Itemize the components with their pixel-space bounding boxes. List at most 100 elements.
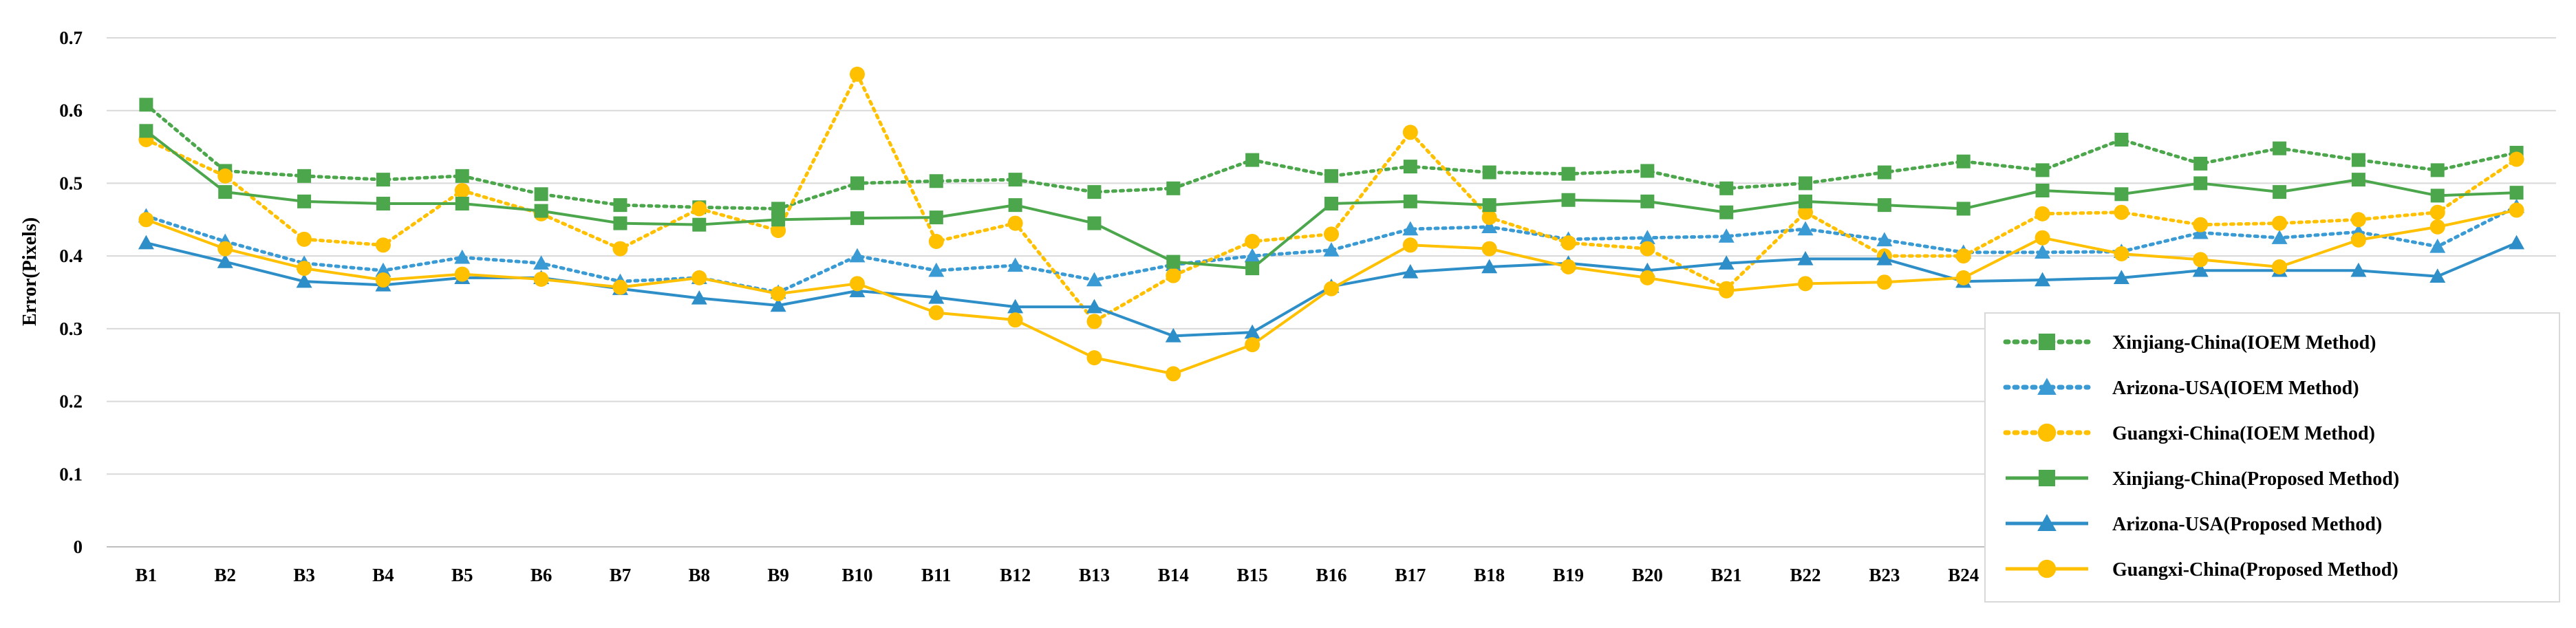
y-tick-label: 0.5 xyxy=(59,173,83,193)
data-point xyxy=(2193,252,2209,268)
data-point xyxy=(928,305,944,321)
data-point xyxy=(1245,337,1260,353)
legend-item: Guangxi-China(Proposed Method) xyxy=(2006,559,2398,581)
data-point xyxy=(2035,272,2051,287)
data-point xyxy=(454,266,470,282)
data-point xyxy=(613,216,627,230)
x-tick-label: B18 xyxy=(1474,565,1505,585)
x-tick-label: B14 xyxy=(1158,565,1189,585)
data-point xyxy=(1799,194,1813,208)
data-point xyxy=(1166,366,1181,382)
data-point xyxy=(771,202,786,216)
data-point xyxy=(2035,206,2050,221)
data-point xyxy=(1402,237,1418,253)
data-point xyxy=(2114,187,2129,202)
data-point xyxy=(218,185,233,199)
data-point xyxy=(849,248,866,263)
data-point xyxy=(1324,197,1338,211)
x-tick-label: B19 xyxy=(1553,565,1584,585)
series-4 xyxy=(139,124,2524,276)
data-point xyxy=(1324,169,1338,183)
legend: Xinjiang-China(IOEM Method) Arizona-USA(I… xyxy=(1984,312,2560,603)
legend-item: Guangxi-China(IOEM Method) xyxy=(2003,423,2375,444)
data-point xyxy=(2193,217,2209,232)
x-tick-label: B15 xyxy=(1237,565,1268,585)
y-axis: 0 0.1 0.2 0.3 0.4 0.5 0.6 0.7 xyxy=(59,28,83,557)
data-point xyxy=(2035,244,2051,259)
data-point xyxy=(1166,268,1181,283)
data-point xyxy=(613,198,627,213)
legend-swatch-marker xyxy=(2037,559,2057,578)
data-point xyxy=(1718,228,1735,243)
data-point xyxy=(1403,194,1417,208)
data-point xyxy=(1640,194,1655,208)
data-point xyxy=(1481,241,1497,257)
data-point xyxy=(928,234,944,249)
data-point xyxy=(2035,163,2050,177)
data-point xyxy=(1324,226,1339,242)
data-point xyxy=(1876,274,1892,290)
data-point xyxy=(2113,270,2129,285)
legend-label: Xinjiang-China(IOEM Method) xyxy=(2112,332,2376,354)
x-tick-label: B22 xyxy=(1790,565,1821,585)
data-point xyxy=(1797,250,1814,266)
data-point xyxy=(2035,230,2050,246)
data-point xyxy=(2351,173,2365,187)
x-tick-label: B12 xyxy=(1000,565,1031,585)
data-point xyxy=(1799,176,1813,191)
data-point xyxy=(297,261,312,277)
x-tick-label: B6 xyxy=(530,565,552,585)
data-point xyxy=(534,204,548,218)
data-point xyxy=(2429,238,2446,253)
series-line xyxy=(144,102,2519,210)
data-point xyxy=(1877,165,1891,180)
data-point xyxy=(217,168,233,184)
x-tick-label: B13 xyxy=(1079,565,1110,585)
data-point xyxy=(1718,255,1735,270)
data-point xyxy=(1639,230,1655,244)
legend-swatch-marker xyxy=(2037,423,2057,442)
data-point xyxy=(2429,204,2445,220)
data-point xyxy=(1481,210,1497,226)
legend-label: Guangxi-China(Proposed Method) xyxy=(2112,559,2398,581)
data-point xyxy=(2429,268,2446,283)
data-point xyxy=(1165,327,1181,343)
data-point xyxy=(1640,164,1655,178)
data-point xyxy=(1876,232,1893,247)
data-point xyxy=(2350,212,2366,228)
data-point xyxy=(2272,215,2288,231)
data-point xyxy=(139,98,153,112)
data-point xyxy=(139,124,153,138)
y-tick-label: 0.4 xyxy=(59,246,83,266)
data-point xyxy=(138,235,154,250)
data-point xyxy=(1086,350,1102,366)
data-point xyxy=(2509,186,2524,200)
legend-box xyxy=(1984,312,2560,603)
data-point xyxy=(929,174,943,188)
data-point xyxy=(1323,242,1340,257)
data-point xyxy=(1403,160,1417,174)
legend-label: Xinjiang-China(Proposed Method) xyxy=(2112,468,2399,490)
data-point xyxy=(612,241,628,257)
data-point xyxy=(1008,173,1022,187)
legend-item: Arizona-USA(Proposed Method) xyxy=(2006,514,2382,535)
series-6 xyxy=(138,202,2524,382)
data-point xyxy=(1087,216,1102,230)
data-point xyxy=(2271,230,2288,244)
data-point xyxy=(1324,281,1339,296)
legend-swatch-marker xyxy=(2037,378,2057,396)
data-point xyxy=(296,273,312,288)
y-tick-label: 0.3 xyxy=(59,318,83,339)
data-point xyxy=(1640,241,1655,257)
data-point xyxy=(2035,184,2050,197)
data-point xyxy=(1087,185,1102,199)
data-point xyxy=(691,270,707,285)
data-point xyxy=(375,272,391,288)
data-point xyxy=(2114,133,2129,147)
data-point xyxy=(929,210,943,225)
data-point xyxy=(1086,314,1102,329)
data-point xyxy=(1719,181,1734,195)
data-point xyxy=(1086,299,1102,314)
data-point xyxy=(2273,141,2287,155)
